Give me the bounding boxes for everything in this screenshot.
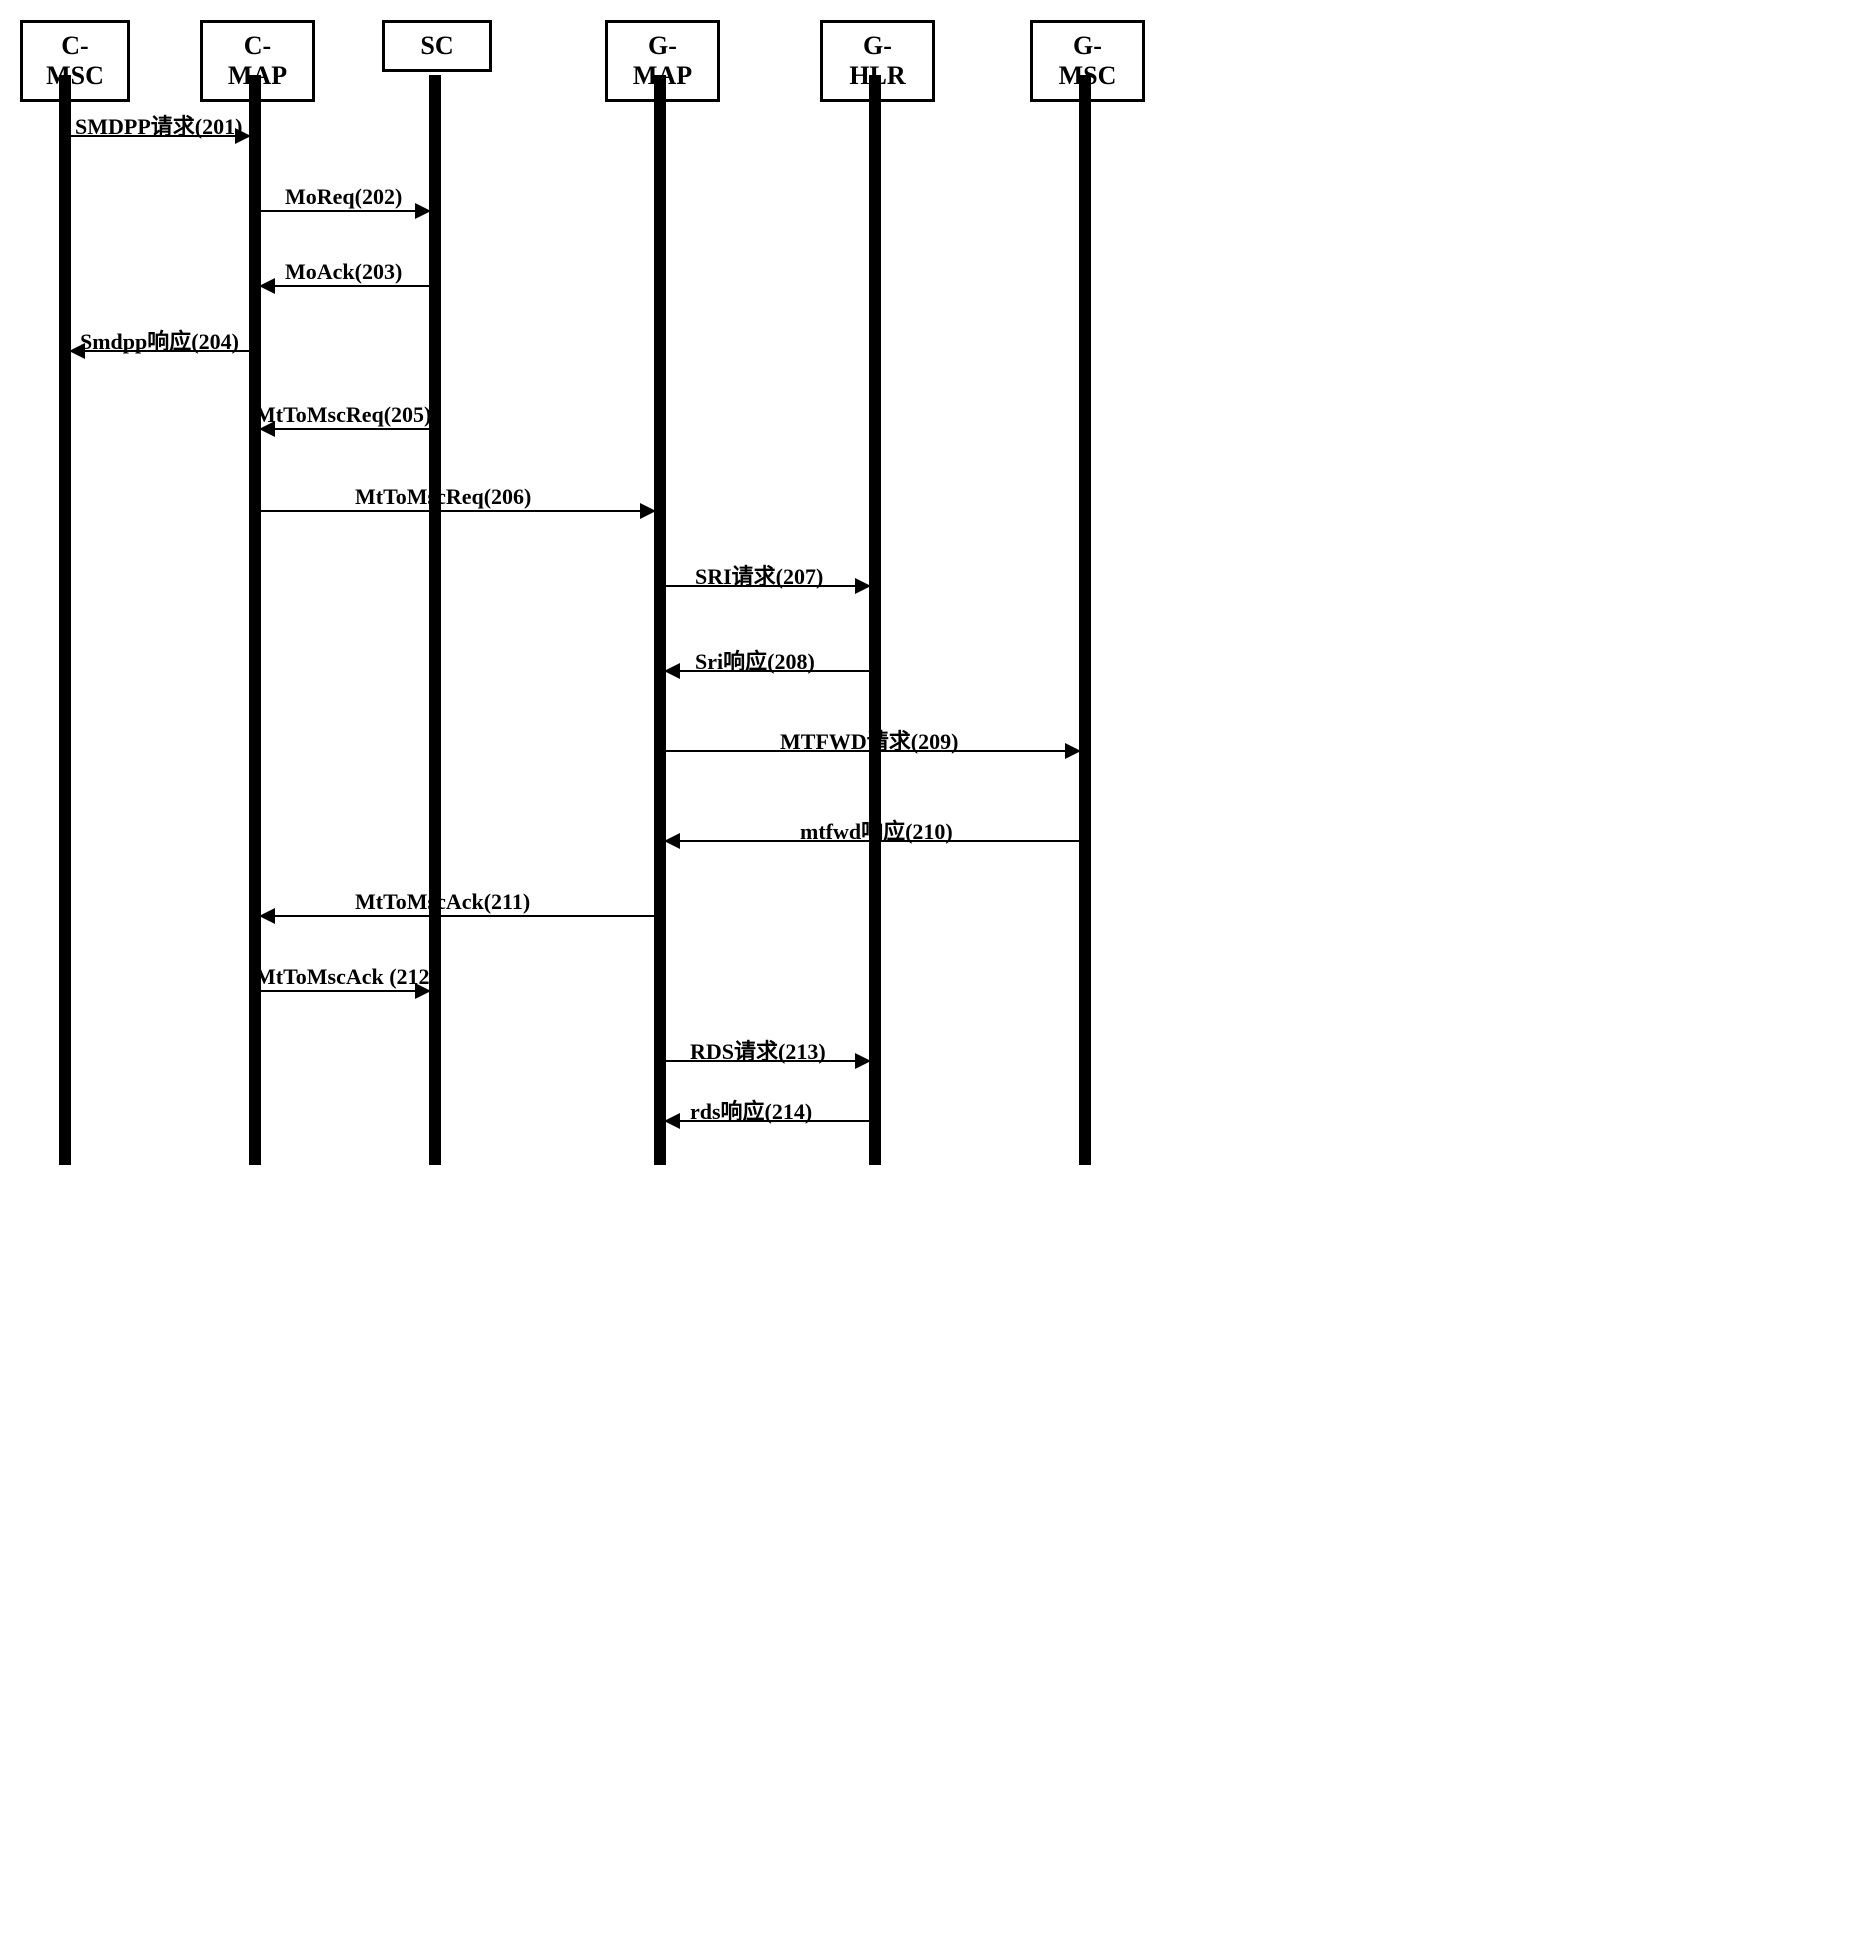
arrow-right-icon: [1065, 743, 1081, 759]
message-label-9: MTFWD请求(209): [780, 724, 958, 756]
message-label-12: MtToMscAck (212): [255, 964, 437, 990]
message-label-5: MtToMscReq(205): [255, 402, 431, 428]
message-line-12: [261, 990, 429, 992]
message-label-10: mtfwd响应(210): [800, 814, 953, 846]
message-label-14: rds响应(214): [690, 1094, 812, 1126]
arrow-left-icon: [664, 833, 680, 849]
arrow-left-icon: [259, 908, 275, 924]
arrow-right-icon: [640, 503, 656, 519]
arrow-right-icon: [855, 1053, 871, 1069]
message-label-1: SMDPP请求(201): [75, 109, 242, 141]
message-label-13: RDS请求(213): [690, 1034, 826, 1066]
message-label-3: MoAck(203): [285, 259, 402, 285]
message-line-5: [261, 428, 429, 430]
lifeline-cmap: [249, 75, 261, 1165]
sequence-diagram: C-MSCC-MAPSCG-MAPG-HLRG-MSCSMDPP请求(201)M…: [20, 20, 1120, 1170]
message-label-4: Smdpp响应(204): [80, 324, 239, 356]
message-label-11: MtToMscAck(211): [355, 889, 530, 915]
message-line-2: [261, 210, 429, 212]
lifeline-gmap: [654, 75, 666, 1165]
message-label-6: MtToMscReq(206): [355, 484, 531, 510]
lifeline-gmsc: [1079, 75, 1091, 1165]
lifeline-cmsc: [59, 75, 71, 1165]
participant-sc: SC: [382, 20, 492, 72]
message-label-2: MoReq(202): [285, 184, 402, 210]
participant-cmsc: C-MSC: [20, 20, 130, 102]
arrow-right-icon: [855, 578, 871, 594]
arrow-left-icon: [259, 278, 275, 294]
arrow-left-icon: [664, 1113, 680, 1129]
message-line-11: [261, 915, 654, 917]
lifeline-ghlr: [869, 75, 881, 1165]
lifeline-sc: [429, 75, 441, 1165]
message-line-3: [261, 285, 429, 287]
arrow-right-icon: [415, 203, 431, 219]
message-line-6: [261, 510, 654, 512]
arrow-left-icon: [664, 663, 680, 679]
message-label-7: SRI请求(207): [695, 559, 823, 591]
message-label-8: Sri响应(208): [695, 644, 815, 676]
